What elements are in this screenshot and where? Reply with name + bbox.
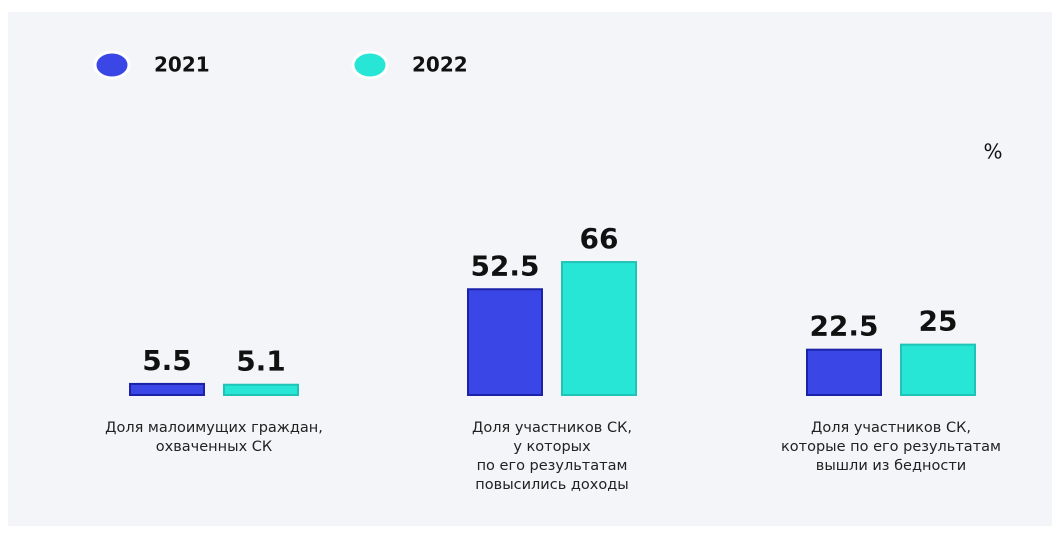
legend-label: 2022	[412, 53, 468, 77]
legend-marker	[93, 50, 131, 80]
value-label: 5.1	[236, 345, 286, 378]
unit-label: %	[983, 140, 1002, 164]
value-label: 52.5	[470, 249, 539, 282]
bar	[223, 383, 299, 396]
legend-label: 2021	[154, 53, 210, 77]
category-label: Доля малоимущих граждан, охваченных СК	[105, 420, 323, 455]
panel	[8, 12, 1052, 526]
bar	[806, 348, 882, 396]
value-label: 5.5	[142, 344, 192, 377]
value-label: 66	[580, 222, 619, 255]
bar	[900, 343, 976, 396]
value-label: 22.5	[809, 310, 878, 343]
category-label: Доля участников СК, у которых по его резул…	[472, 420, 632, 493]
bar	[561, 261, 637, 396]
bar	[467, 288, 543, 396]
value-label: 25	[919, 305, 958, 338]
category-label: Доля участников СК, которые по его резуль…	[781, 420, 1001, 474]
legend-marker	[351, 50, 389, 80]
bar	[129, 382, 205, 396]
